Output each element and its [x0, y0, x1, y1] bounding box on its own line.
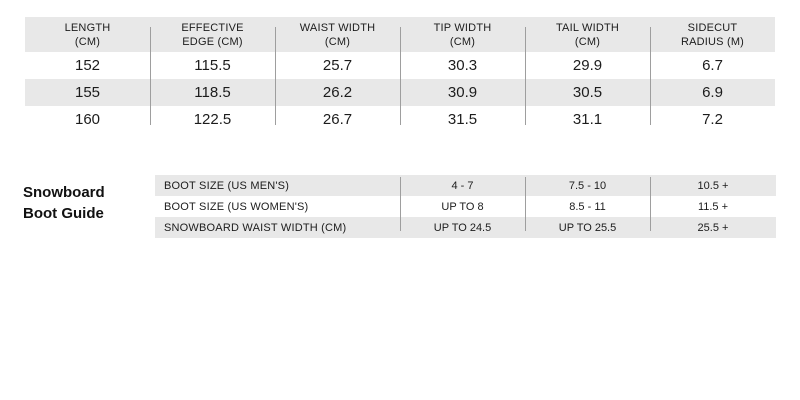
boot-guide-row: BOOT SIZE (US WOMEN'S) UP TO 8 8.5 - 11 …	[155, 196, 776, 217]
boot-guide-row: BOOT SIZE (US MEN'S) 4 - 7 7.5 - 10 10.5…	[155, 175, 776, 196]
snowboard-spec-table: LENGTH (CM) EFFECTIVE EDGE (CM) WAIST WI…	[25, 17, 775, 133]
spec-cell-length: 152	[74, 57, 101, 74]
header-line: SIDECUT	[687, 21, 738, 34]
column-divider	[275, 27, 276, 125]
spec-header-tail-width: TAIL WIDTH (CM)	[525, 17, 650, 52]
column-divider	[525, 27, 526, 125]
header-line: RADIUS (M)	[680, 35, 745, 48]
spec-cell-tip-width: 30.9	[447, 84, 478, 101]
spec-cell-waist-width: 26.2	[322, 84, 353, 101]
header-line: (CM)	[324, 35, 351, 48]
boot-row-value: UP TO 8	[441, 200, 484, 213]
boot-guide-table: BOOT SIZE (US MEN'S) 4 - 7 7.5 - 10 10.5…	[155, 175, 776, 238]
spec-cell-effective-edge: 122.5	[193, 111, 232, 128]
column-divider	[150, 27, 151, 125]
boot-row-value: 7.5 - 10	[568, 179, 607, 192]
column-divider	[650, 27, 651, 125]
spec-cell-effective-edge: 118.5	[194, 84, 231, 101]
boot-row-value: 10.5 +	[697, 179, 729, 192]
spec-cell-tail-width: 29.9	[572, 57, 603, 74]
boot-row-value: UP TO 25.5	[558, 221, 617, 234]
spec-cell-tip-width: 30.3	[447, 57, 478, 74]
column-divider	[525, 177, 526, 231]
spec-header-tip-width: TIP WIDTH (CM)	[400, 17, 525, 52]
spec-cell-sidecut-radius: 7.2	[702, 111, 723, 128]
boot-row-label: BOOT SIZE (US MEN'S)	[164, 179, 290, 192]
spec-cell-tail-width: 31.1	[572, 111, 603, 128]
spec-cell-sidecut-radius: 6.7	[702, 57, 723, 74]
column-divider	[400, 27, 401, 125]
boot-guide-title-line: Snowboard	[23, 184, 105, 201]
boot-row-value: 25.5 +	[697, 221, 729, 234]
header-line: WAIST WIDTH	[299, 21, 376, 34]
boot-row-label: SNOWBOARD WAIST WIDTH (CM)	[164, 221, 347, 234]
boot-row-label: BOOT SIZE (US WOMEN'S)	[164, 200, 309, 213]
spec-cell-effective-edge: 115.5	[194, 57, 231, 74]
spec-cell-tip-width: 31.5	[447, 111, 478, 128]
spec-cell-waist-width: 25.7	[322, 57, 353, 74]
spec-header-effective-edge: EFFECTIVE EDGE (CM)	[150, 17, 275, 52]
header-line: (CM)	[574, 35, 601, 48]
column-divider	[400, 177, 401, 231]
header-line: TIP WIDTH	[433, 21, 492, 34]
header-line: EFFECTIVE	[181, 21, 244, 34]
spec-header-length: LENGTH (CM)	[25, 17, 150, 52]
spec-cell-waist-width: 26.7	[322, 111, 353, 128]
spec-header-sidecut-radius: SIDECUT RADIUS (M)	[650, 17, 775, 52]
spec-header-waist-width: WAIST WIDTH (CM)	[275, 17, 400, 52]
spec-cell-tail-width: 30.5	[572, 84, 603, 101]
boot-row-value: UP TO 24.5	[433, 221, 492, 234]
spec-cell-length: 155	[74, 84, 101, 101]
header-line: LENGTH	[64, 21, 111, 34]
spec-table-row: 160 122.5 26.7 31.5 31.1 7.2	[25, 106, 775, 133]
header-line: (CM)	[74, 35, 101, 48]
header-line: (CM)	[449, 35, 476, 48]
spec-cell-sidecut-radius: 6.9	[702, 84, 723, 101]
boot-guide-title: Snowboard Boot Guide	[23, 182, 105, 224]
spec-table-row: 152 115.5 25.7 30.3 29.9 6.7	[25, 52, 775, 79]
spec-cell-length: 160	[74, 111, 101, 128]
column-divider	[650, 177, 651, 231]
header-line: TAIL WIDTH	[555, 21, 620, 34]
header-line: EDGE (CM)	[182, 35, 243, 48]
boot-row-value: 11.5 +	[697, 200, 729, 213]
boot-row-value: 8.5 - 11	[569, 200, 606, 213]
boot-row-value: 4 - 7	[451, 179, 474, 192]
boot-guide-row: SNOWBOARD WAIST WIDTH (CM) UP TO 24.5 UP…	[155, 217, 776, 238]
boot-guide-title-line: Boot Guide	[23, 205, 104, 222]
